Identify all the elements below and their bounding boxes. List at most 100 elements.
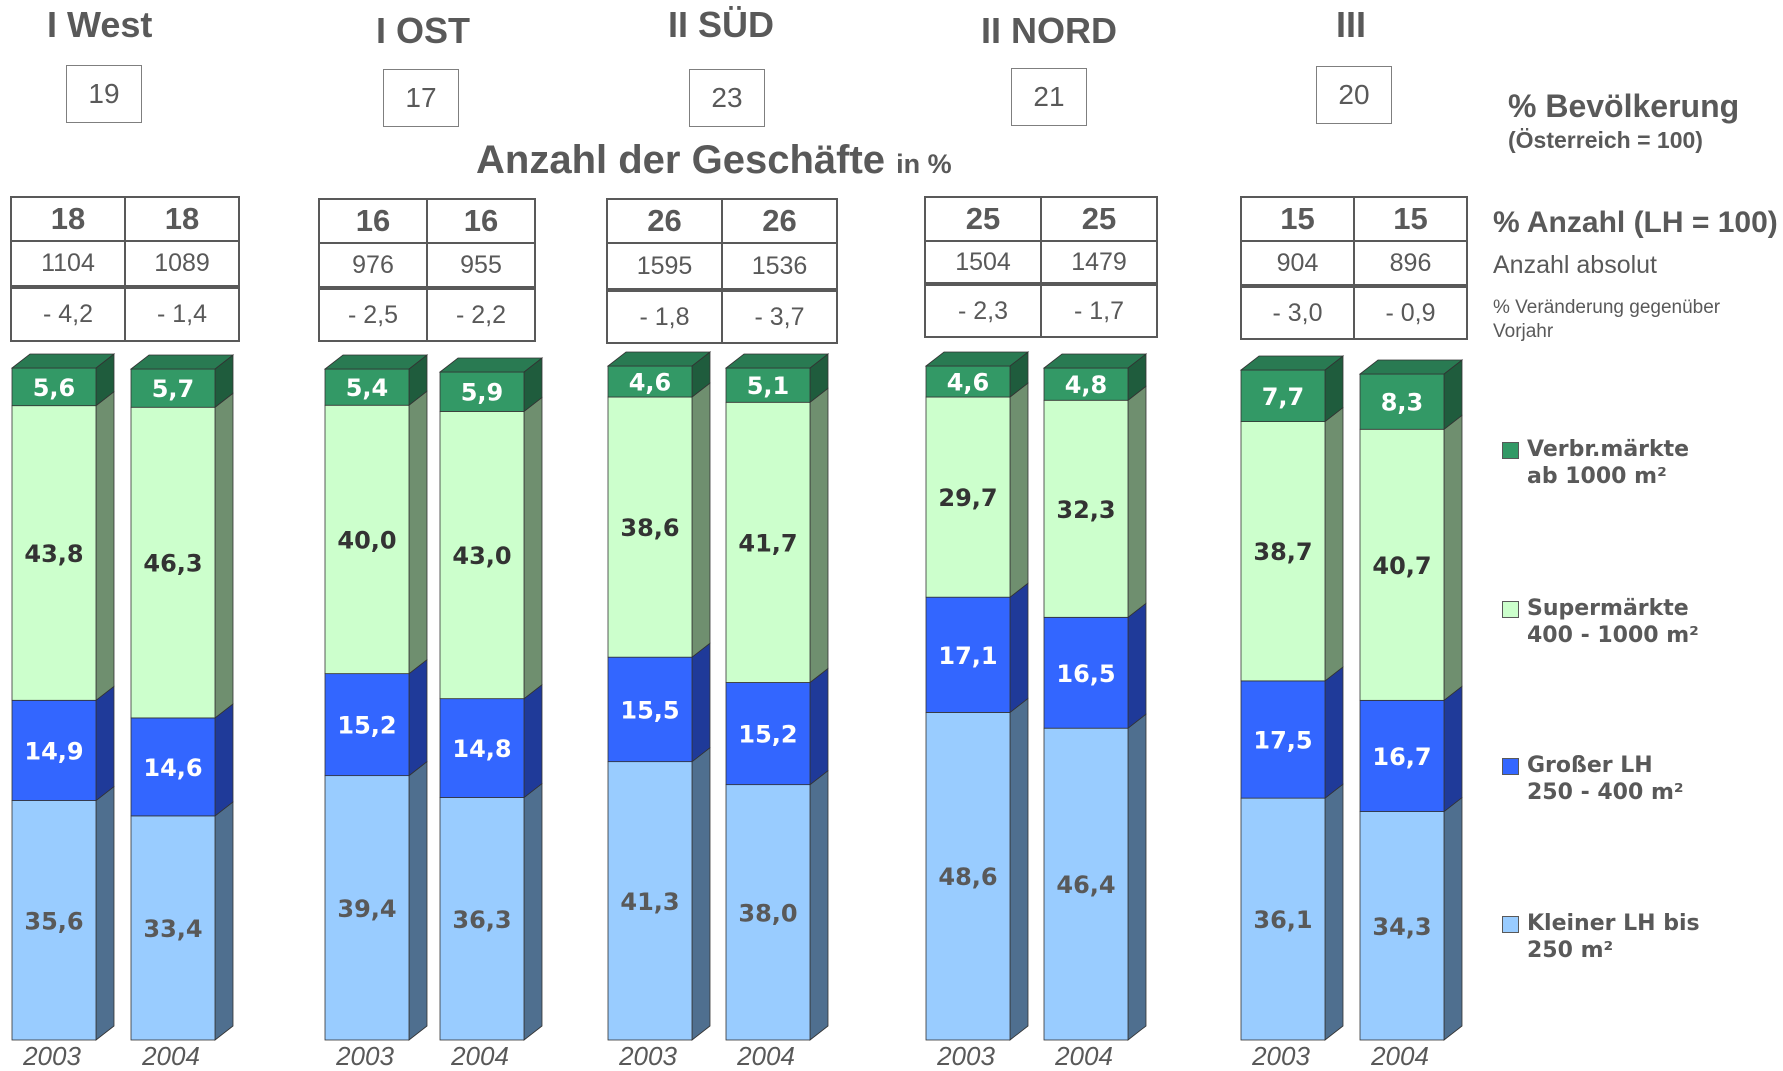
change-cell: - 1,8 <box>639 302 690 331</box>
bar-segment <box>1043 367 1129 401</box>
bar-value-label: 4,6 <box>947 369 990 397</box>
bar-segment <box>11 405 97 701</box>
count-abs-cell: 1104 <box>41 249 95 277</box>
bar-value-label: 34,3 <box>1372 913 1431 941</box>
bar-segment <box>1240 797 1326 1041</box>
bar-value-label: 39,4 <box>337 895 396 923</box>
bar-segment <box>607 396 693 658</box>
bar-segment <box>324 404 410 675</box>
bar-segment <box>725 367 811 403</box>
bar-top-face <box>1239 355 1345 371</box>
change-row: - 4,2 - 1,4 <box>10 287 240 342</box>
change-row: - 2,3 - 1,7 <box>924 284 1158 338</box>
population-box-nord: 21 <box>1011 68 1087 126</box>
bar-segment <box>925 365 1011 398</box>
bar-segment-side <box>809 769 829 1041</box>
bar-value-label: 41,7 <box>738 529 797 557</box>
chart-title-suffix: in % <box>896 149 952 179</box>
bar-value-label: 32,3 <box>1056 496 1115 524</box>
bar-value-label: 17,5 <box>1253 727 1312 755</box>
bar-segment <box>439 698 525 798</box>
legend-line: ab 1000 m² <box>1527 464 1667 489</box>
year-label: 2004 <box>450 1041 509 1071</box>
change-row: - 2,5 - 2,2 <box>318 288 536 342</box>
count-pct-row: 25 25 <box>924 196 1158 242</box>
info-table-iii: 15 15 904 896 - 3,0 - 0,9 <box>1240 196 1468 342</box>
bar-segment <box>324 673 410 777</box>
bar-segment <box>607 365 693 398</box>
count-pct-cell: 16 <box>355 203 391 238</box>
count-abs-cell: 1536 <box>721 244 836 288</box>
bar-segment <box>725 784 811 1041</box>
population-box-west: 19 <box>66 65 142 123</box>
bar-segment-side <box>1127 602 1147 730</box>
bar-value-label: 41,3 <box>620 888 679 916</box>
bar-value-label: 4,6 <box>629 369 672 397</box>
bar-value-label: 8,3 <box>1381 389 1424 417</box>
bar-value-label: 43,0 <box>452 542 511 570</box>
bar-segment <box>130 815 216 1041</box>
count-abs-cell: 955 <box>426 244 534 286</box>
legend-line: 250 m² <box>1527 938 1614 963</box>
bar-value-label: 15,2 <box>337 712 396 740</box>
count-pct-row: 16 16 <box>318 198 536 244</box>
year-label: 2003 <box>335 1041 394 1071</box>
bar-segment-side <box>408 390 428 675</box>
legend-line: Supermärkte <box>1527 596 1689 621</box>
change-cell: - 0,9 <box>1353 288 1466 338</box>
legend-line: Verbr.märkte <box>1527 437 1690 462</box>
bar-value-label: 48,6 <box>938 863 997 891</box>
bar-top-face <box>724 353 830 369</box>
bar-top-face <box>323 354 429 370</box>
population-box-iii: 20 <box>1316 66 1392 124</box>
bar-segment <box>1043 399 1129 618</box>
bar-segment-side <box>1324 783 1344 1041</box>
count-pct-cell: 15 <box>1280 201 1315 236</box>
bar-value-label: 15,5 <box>620 696 679 724</box>
bar-segment-side <box>809 387 829 684</box>
bar-value-label: 5,9 <box>461 379 504 407</box>
bar-segment-side <box>691 382 711 658</box>
population-legend: % Bevölkerung (Österreich = 100) <box>1508 88 1739 154</box>
count-pct-row: 18 18 <box>10 196 240 242</box>
legend-line: 400 - 1000 m² <box>1527 623 1699 648</box>
region-title-west: I West <box>47 4 153 45</box>
bar-top-face <box>606 351 712 367</box>
bar-segment-side <box>1443 796 1463 1041</box>
bar-segment <box>130 368 216 408</box>
count-abs-cell: 1089 <box>124 242 238 285</box>
count-abs-cell: 896 <box>1353 242 1466 284</box>
count-abs-label: Anzahl absolut <box>1493 251 1658 279</box>
change-cell: - 1,4 <box>124 289 238 340</box>
bar-segment-side <box>408 658 428 777</box>
legend-text: Großer LH 250 - 400 m² <box>1527 752 1684 806</box>
bar-top-face <box>10 353 116 369</box>
bar-segment <box>11 800 97 1041</box>
bar-segment-side <box>1443 685 1463 813</box>
legend-item-kleiner-lh: Kleiner LH bis 250 m² <box>1502 910 1700 964</box>
bar-segment <box>725 682 811 786</box>
bar-segment <box>1240 421 1326 682</box>
bar-segment <box>324 775 410 1041</box>
count-pct-row: 15 15 <box>1240 196 1468 242</box>
bar-segment-side <box>95 390 115 702</box>
legend-swatch <box>1502 442 1519 459</box>
count-abs-row: 1104 1089 <box>10 242 240 287</box>
bar-segment-side <box>523 782 543 1041</box>
bar-segment <box>11 367 97 407</box>
legend-swatch <box>1502 916 1519 933</box>
bar-value-label: 14,9 <box>24 737 83 765</box>
year-label: 2004 <box>141 1041 200 1071</box>
bar-segment <box>1359 699 1445 812</box>
bar-segment-side <box>523 683 543 799</box>
bar-segment-side <box>1127 713 1147 1041</box>
bar-value-label: 17,1 <box>938 642 997 670</box>
legend-line: Kleiner LH bis <box>1527 911 1700 936</box>
region-title-ost: I OST <box>376 10 471 51</box>
year-label: 2003 <box>936 1041 995 1071</box>
count-abs-cell: 1504 <box>955 247 1011 276</box>
count-abs-cell: 904 <box>1276 248 1319 277</box>
bar-value-label: 36,1 <box>1253 906 1312 934</box>
change-cell: - 3,7 <box>721 292 836 342</box>
change-cell: - 2,2 <box>426 290 534 340</box>
